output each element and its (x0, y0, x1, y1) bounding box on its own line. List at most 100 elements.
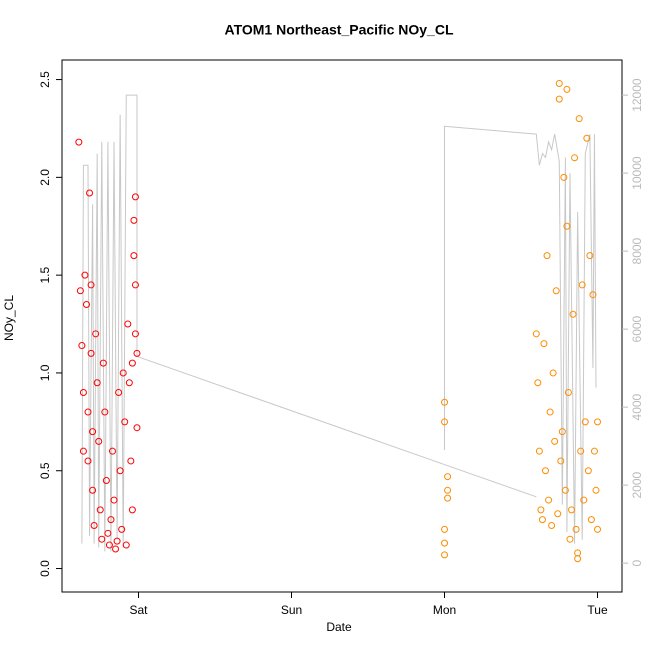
y2-tick-label: 4000 (630, 393, 644, 420)
y2-tick-label: 0 (630, 559, 644, 566)
point (101, 408, 109, 416)
point (75, 138, 83, 146)
point (441, 551, 449, 559)
y2-tick-label: 8000 (630, 237, 644, 264)
point (89, 428, 97, 436)
point (555, 95, 563, 103)
point (534, 379, 542, 387)
point (92, 330, 100, 338)
point (93, 379, 101, 387)
point (130, 252, 138, 260)
point (548, 522, 556, 529)
point (540, 340, 548, 348)
point (590, 447, 598, 455)
point (441, 398, 449, 406)
point (112, 545, 120, 553)
point (116, 467, 124, 475)
point (549, 369, 557, 377)
point (583, 134, 591, 142)
y-tick-label: 2.5 (38, 71, 52, 88)
y-tick-label: 1.5 (38, 266, 52, 283)
point (581, 418, 589, 426)
point (131, 281, 139, 289)
point (444, 473, 452, 481)
point (560, 173, 568, 181)
point (89, 486, 97, 494)
point (130, 216, 138, 224)
point (577, 447, 585, 455)
point (554, 510, 562, 518)
point (125, 379, 133, 387)
point (557, 457, 565, 465)
point (104, 529, 112, 537)
point (568, 506, 576, 514)
point (563, 85, 571, 93)
altitude-line (81, 94, 597, 552)
point (444, 494, 452, 502)
point (575, 115, 583, 123)
point (87, 281, 95, 289)
point (564, 389, 572, 396)
point (541, 467, 549, 475)
point (96, 506, 104, 514)
y2-tick-label: 10000 (630, 156, 644, 190)
point (558, 428, 566, 436)
point (555, 79, 563, 87)
point (566, 535, 574, 543)
point (584, 467, 592, 475)
point (113, 537, 121, 545)
point (115, 389, 123, 396)
point (561, 486, 569, 494)
point (95, 437, 103, 445)
point (82, 300, 90, 308)
point (580, 496, 588, 504)
point (444, 486, 452, 494)
point (532, 330, 540, 338)
point (107, 516, 115, 524)
point (87, 349, 95, 357)
point (108, 447, 116, 455)
chart-title: ATOM1 Northeast_Pacific NOy_CL (225, 22, 454, 38)
x-tick-label: Tue (587, 603, 608, 617)
point (594, 418, 602, 426)
point (441, 418, 449, 426)
point (121, 418, 129, 426)
point (102, 477, 110, 485)
point (563, 222, 571, 230)
point (578, 281, 586, 289)
point (571, 154, 579, 162)
point (127, 457, 135, 465)
point (118, 525, 126, 533)
point (551, 437, 559, 445)
point (98, 535, 106, 543)
point (78, 342, 86, 350)
point (119, 369, 127, 377)
y-axis-label: NOy_CL (2, 295, 16, 341)
point (131, 193, 139, 201)
point (574, 555, 582, 563)
point (552, 287, 560, 295)
point (586, 252, 594, 260)
point (545, 496, 553, 504)
y-tick-label: 2.0 (38, 169, 52, 186)
point (81, 271, 89, 279)
point (86, 189, 94, 197)
y-tick-label: 0.5 (38, 462, 52, 479)
point (543, 252, 551, 260)
x-tick-label: Mon (433, 603, 456, 617)
y2-tick-label: 2000 (630, 471, 644, 498)
point (535, 447, 543, 455)
point (76, 287, 84, 295)
point (569, 310, 577, 318)
point (79, 447, 87, 455)
point (84, 457, 92, 465)
y2-tick-label: 6000 (630, 315, 644, 342)
point (589, 291, 597, 299)
point (90, 522, 98, 529)
y2-tick-label: 12000 (630, 78, 644, 112)
point (574, 549, 582, 557)
point (79, 389, 87, 396)
point (441, 525, 449, 533)
point (133, 349, 141, 357)
